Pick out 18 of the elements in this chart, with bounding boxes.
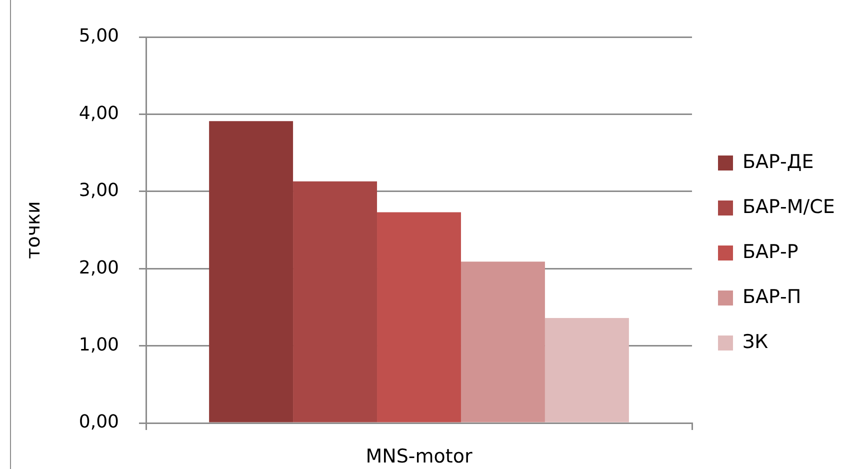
y-tick-label: 1,00	[78, 334, 119, 356]
y-tick-label: 2,00	[78, 257, 119, 278]
bar	[293, 181, 378, 422]
legend-label: БАР-М/СЕ	[742, 196, 835, 218]
legend-label: БАР-ДЕ	[742, 150, 814, 173]
legend-label: БАР-Р	[742, 240, 798, 263]
y-tick-label: 0,00	[78, 412, 119, 433]
bar	[209, 121, 294, 422]
y-axis-title: точки	[22, 201, 44, 259]
y-tick-label: 3,00	[78, 180, 119, 202]
legend-label: БАР-П	[742, 286, 802, 308]
y-tick-label: 4,00	[78, 102, 119, 124]
legend-label: ЗК	[742, 330, 769, 353]
y-tick-label: 5,00	[78, 26, 119, 47]
x-tick-label: MNS-motor	[366, 445, 472, 468]
bar	[377, 212, 461, 422]
bar	[460, 262, 545, 422]
bar	[544, 318, 629, 422]
